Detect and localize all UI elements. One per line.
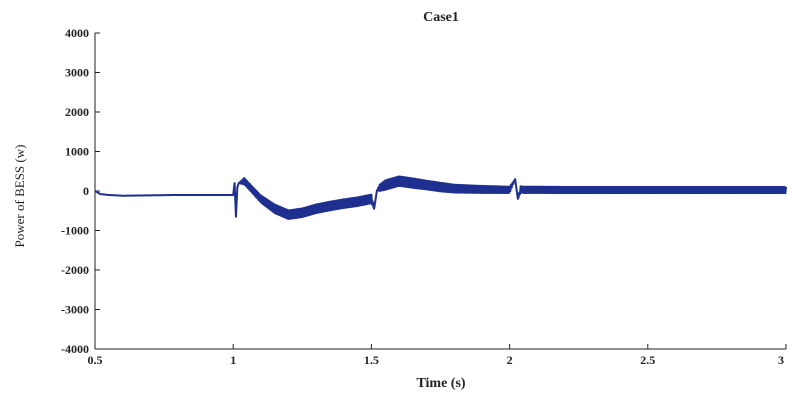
y-tick-label: 4000 [65,26,89,40]
y-tick-label: -4000 [61,342,89,356]
series-line [94,175,787,220]
x-axis-label: Time (s) [416,376,465,391]
y-tick-label: 0 [83,184,89,198]
y-tick-label: -1000 [61,224,89,238]
series-layer [94,175,787,220]
y-tick-label: 1000 [65,145,89,159]
x-tick-label: 3 [778,353,784,367]
x-tick-label: 1 [230,353,236,367]
y-tick-label: 2000 [65,105,89,119]
x-ticks: 0.5 1 1.5 2 2.5 3 [88,344,787,367]
y-tick-label: -2000 [61,263,89,277]
x-tick-label: 0.5 [88,353,103,367]
y-tick-label: -3000 [61,303,89,317]
x-tick-label: 2 [507,353,513,367]
chart-title: Case1 [423,10,459,25]
x-tick-label: 2.5 [640,353,655,367]
x-tick-label: 1.5 [364,353,379,367]
y-ticks: 4000 3000 2000 1000 0 -1000 -2000 -3000 -4000 [61,26,100,356]
y-axis-label: Power of BESS (w) [12,145,27,248]
y-tick-label: 3000 [65,66,89,80]
